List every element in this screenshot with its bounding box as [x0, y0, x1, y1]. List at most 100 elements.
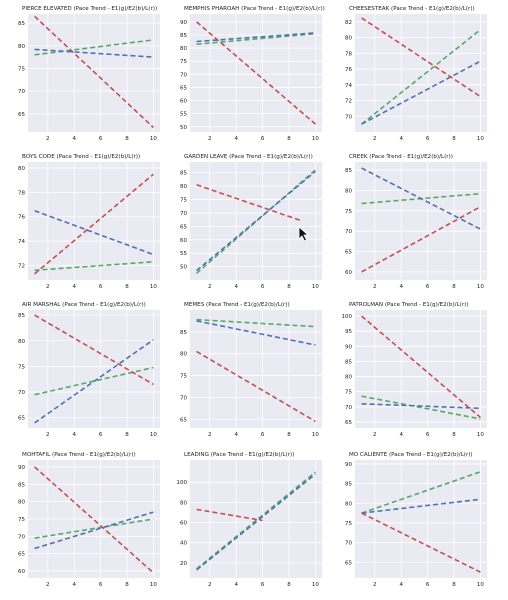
y-tick-label: 85: [180, 33, 187, 39]
series-line-r: [196, 350, 316, 423]
x-tick-label: 10: [312, 284, 319, 290]
chart-panel: 70 72 74 76 78 80 82 2 4 6 8 10 CHEESESTEAK (Pace Tr…: [345, 6, 487, 142]
y-tick-label: 80: [345, 36, 352, 42]
y-tick-label: 76: [18, 215, 25, 221]
x-tick-label: 10: [312, 582, 319, 588]
y-tick-label: 80: [18, 339, 25, 345]
y-tick-label: 80: [18, 166, 25, 172]
y-tick-label: 65: [180, 417, 187, 423]
y-tick-label: 55: [180, 112, 187, 118]
y-tick-label: 70: [180, 395, 187, 401]
series-line-g: [196, 32, 316, 45]
chart-title: PATROLMAN (Pace Trend - E1(g)/E2(b)/L(r)…: [349, 302, 469, 308]
y-tick-label: 85: [18, 482, 25, 488]
y-tick-label: 100: [342, 314, 353, 320]
series-line-b: [361, 60, 481, 125]
x-tick-label: 2: [373, 432, 377, 438]
y-tick-label: 78: [345, 51, 352, 57]
y-tick-label: 70: [345, 541, 352, 547]
series-line-r: [34, 15, 154, 129]
series-line-g: [361, 29, 481, 125]
y-tick-label: 74: [18, 239, 25, 245]
series-line-g: [196, 471, 316, 570]
series-line-g: [34, 261, 154, 272]
x-tick-label: 6: [426, 432, 430, 438]
series-line-r: [361, 315, 481, 419]
series-line-b: [34, 209, 154, 256]
series-line-r: [361, 512, 481, 573]
y-tick-label: 60: [345, 270, 352, 276]
y-tick-label: 70: [18, 390, 25, 396]
y-tick-label: 60: [180, 521, 187, 527]
y-tick-label: 50: [180, 265, 187, 271]
series-line-r: [34, 314, 154, 386]
y-tick-label: 80: [345, 501, 352, 507]
plot-area: [190, 14, 322, 132]
y-tick-label: 70: [345, 229, 352, 235]
y-tick-label: 65: [18, 112, 25, 118]
series-line-r: [34, 173, 154, 275]
chart-title: GARDEN LEAVE (Pace Trend - E1(g)/E2(b)/L…: [184, 154, 313, 160]
series-line-b: [361, 498, 481, 514]
x-tick-label: 10: [477, 136, 484, 142]
y-tick-label: 60: [18, 569, 25, 575]
x-tick-label: 6: [426, 582, 430, 588]
y-tick-label: 75: [345, 209, 352, 215]
series-line-b: [34, 48, 154, 58]
series-line-b: [196, 320, 316, 346]
x-tick-label: 4: [234, 432, 238, 438]
chart-title: PIERCE ELEVATED (Pace Trend - E1(g)/E2(b…: [22, 6, 157, 12]
y-tick-label: 90: [345, 462, 352, 468]
chart-title: MEMPHIS PHAROAH (Pace Trend - E1(g)/E2(b…: [184, 6, 325, 12]
x-tick-label: 2: [46, 136, 50, 142]
y-tick-label: 65: [180, 85, 187, 91]
x-tick-label: 4: [72, 432, 76, 438]
y-tick-label: 50: [180, 125, 187, 131]
y-tick-label: 75: [180, 59, 187, 65]
x-tick-label: 10: [150, 432, 157, 438]
x-tick-label: 4: [234, 582, 238, 588]
x-tick-label: 4: [234, 136, 238, 142]
y-tick-label: 60: [180, 238, 187, 244]
chart-title: MOHTAFIL (Pace Trend - E1(g)/E2(b)/L(r)): [22, 452, 136, 458]
series-line-b: [34, 511, 154, 550]
x-tick-label: 8: [125, 432, 129, 438]
x-tick-label: 4: [399, 582, 403, 588]
x-tick-label: 6: [426, 136, 430, 142]
series-line-b: [34, 339, 154, 424]
y-tick-label: 90: [345, 344, 352, 350]
series-line-g: [196, 318, 316, 328]
y-tick-label: 70: [180, 72, 187, 78]
chart-panel: 20 40 60 80 100 2 4 6 8 10 LEADING (Pace Trend - E…: [177, 452, 322, 588]
x-tick-label: 6: [426, 284, 430, 290]
x-tick-label: 8: [287, 284, 291, 290]
y-tick-label: 74: [345, 83, 352, 89]
x-tick-label: 8: [125, 136, 129, 142]
series-line-r: [196, 508, 263, 522]
chart-title: AIR MARSHAL (Pace Trend - E1(g)/E2(b)/L(…: [22, 302, 146, 308]
series-line-r: [361, 206, 481, 273]
y-tick-label: 75: [180, 374, 187, 380]
y-tick-label: 40: [180, 541, 187, 547]
x-tick-label: 4: [72, 136, 76, 142]
chart-title: MO CALIENTE (Pace Trend - E1(g)/E2(b)/L(…: [349, 452, 473, 458]
x-tick-label: 2: [208, 284, 212, 290]
y-tick-label: 65: [345, 560, 352, 566]
y-tick-label: 85: [18, 21, 25, 27]
x-tick-label: 6: [99, 432, 103, 438]
x-tick-label: 10: [477, 432, 484, 438]
y-tick-label: 72: [18, 263, 25, 269]
x-tick-label: 2: [46, 582, 50, 588]
y-tick-label: 76: [345, 67, 352, 73]
y-tick-label: 20: [180, 561, 187, 567]
y-tick-label: 72: [345, 99, 352, 105]
x-tick-label: 2: [46, 432, 50, 438]
x-tick-label: 4: [234, 284, 238, 290]
y-tick-label: 70: [18, 534, 25, 540]
chart-title: BOYS CODE (Pace Trend - E1(g)/E2(b)/L(r)…: [22, 154, 140, 160]
chart-panel: 65 70 75 80 85 90 2 4 6 8 10 MO CALIENTE (Pace Tren…: [345, 452, 487, 588]
chart-title: CHEESESTEAK (Pace Trend - E1(g)/E2(b)/L(…: [349, 6, 475, 12]
chart-panel: 72 74 76 78 80 2 4 6 8 10 BOYS CODE (Pace Trend - …: [18, 154, 160, 290]
x-tick-label: 6: [261, 582, 265, 588]
